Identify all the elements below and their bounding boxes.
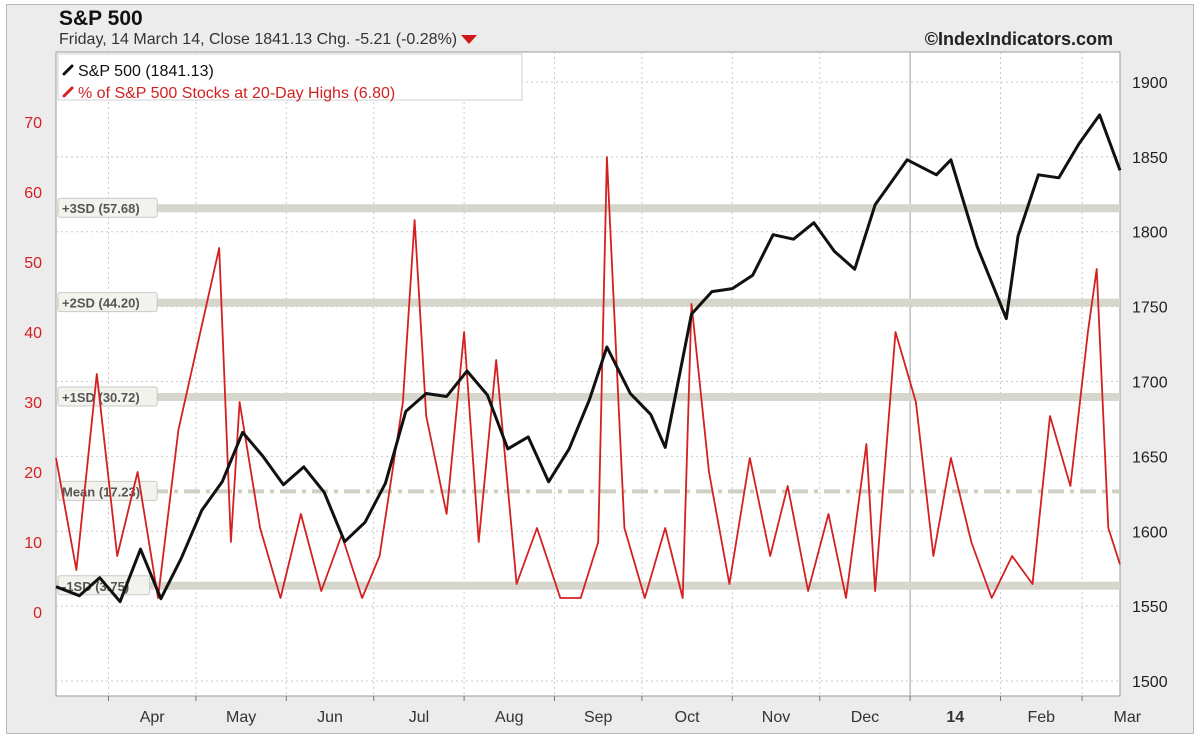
- down-triangle-icon: [461, 35, 478, 45]
- right-axis-tick-label: 1650: [1132, 449, 1168, 466]
- reference-label-box: [57, 386, 158, 407]
- right-axis-tick-label: 1550: [1132, 599, 1168, 616]
- reference-label: +3SD (57.68): [62, 201, 140, 216]
- line-swatch-icon: [62, 64, 74, 76]
- subtitle-text: Friday, 14 March 14, Close 1841.13 Chg. …: [59, 31, 458, 48]
- reference-label-box: [57, 575, 151, 596]
- reference-label: +2SD (44.20): [62, 296, 140, 311]
- left-axis-tick-label: 60: [24, 185, 42, 202]
- series-line-pct-20day-highs: [55, 156, 1121, 599]
- x-axis-tick-label: Aug: [495, 709, 523, 726]
- x-axis-tick-label: Oct: [675, 709, 700, 726]
- x-axis-tick-label: Nov: [762, 709, 790, 726]
- right-axis-tick-label: 1850: [1132, 150, 1168, 167]
- reference-label: +1SD (30.72): [62, 390, 140, 405]
- brand-label: ©IndexIndicators.com: [924, 29, 1113, 49]
- x-axis-tick-label: Sep: [584, 709, 613, 726]
- line-swatch-icon: [62, 86, 74, 98]
- left-axis-tick-label: 70: [24, 115, 42, 132]
- right-axis-tick-label: 1750: [1132, 300, 1168, 317]
- right-axis-tick-label: 1700: [1132, 374, 1168, 391]
- x-axis-tick-label: Jun: [317, 709, 343, 726]
- right-axis-tick-label: 1600: [1132, 524, 1168, 541]
- reference-label: -1SD (3.75): [62, 579, 129, 594]
- reference-label: Mean (17.23): [62, 484, 140, 499]
- chart-title: S&P 500: [59, 7, 143, 30]
- legend-label: S&P 500 (1841.13): [78, 63, 214, 80]
- x-axis-tick-label: Dec: [851, 709, 879, 726]
- x-axis-tick-label: Apr: [140, 709, 166, 726]
- right-axis-tick-label: 1500: [1132, 674, 1168, 691]
- left-axis-tick-label: 20: [24, 465, 42, 482]
- left-axis-tick-label: 10: [24, 535, 42, 552]
- x-axis-tick-label: 14: [946, 709, 964, 726]
- x-axis-tick-label: May: [226, 709, 256, 726]
- x-axis-tick-label: Mar: [1114, 709, 1142, 726]
- right-axis-tick-label: 1800: [1132, 225, 1168, 242]
- left-axis-tick-label: 50: [24, 255, 42, 272]
- right-axis-tick-label: 1900: [1132, 75, 1168, 92]
- legend-label: % of S&P 500 Stocks at 20-Day Highs (6.8…: [78, 85, 395, 102]
- left-axis-tick-label: 30: [24, 395, 42, 412]
- reference-label-box: [57, 292, 158, 313]
- legend-box: [57, 53, 523, 101]
- left-axis-tick-label: 40: [24, 325, 42, 342]
- reference-label-box: [57, 197, 158, 218]
- x-axis-tick-label: Feb: [1028, 709, 1056, 726]
- left-axis-tick-label: 0: [33, 605, 42, 622]
- chart-subtitle: Friday, 14 March 14, Close 1841.13 Chg. …: [59, 31, 478, 49]
- series-line-sp500: [55, 113, 1122, 604]
- x-axis-tick-label: Jul: [409, 709, 429, 726]
- plot-area: [55, 51, 1121, 697]
